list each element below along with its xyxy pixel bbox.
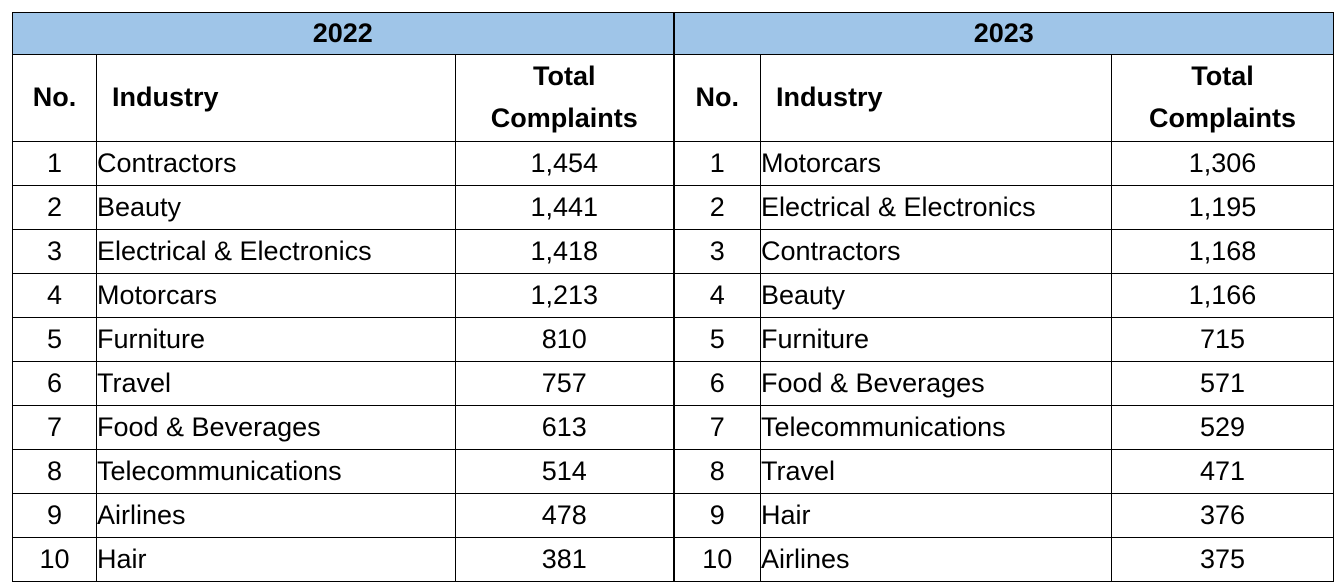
table-row: 2 Beauty 1,441 2 Electrical & Electronics 1,1… xyxy=(12,185,1334,230)
cell-industry-2023: Travel xyxy=(760,449,1112,494)
column-header-total-line1: Total xyxy=(533,61,596,92)
cell-total-2023: 571 xyxy=(1111,361,1334,406)
cell-rank-2022: 2 xyxy=(12,185,97,230)
cell-total-2023: 375 xyxy=(1111,537,1334,582)
cell-rank-2023: 3 xyxy=(672,229,761,274)
table-row: 9 Airlines 478 9 Hair 376 xyxy=(12,493,1334,538)
cell-industry-2023: Contractors xyxy=(760,229,1112,274)
cell-total-2023: 1,168 xyxy=(1111,229,1334,274)
column-header-row: No. Industry Total Complaints No. Indust… xyxy=(12,54,1334,142)
cell-rank-2022: 3 xyxy=(12,229,97,274)
cell-industry-2022: Food & Beverages xyxy=(96,405,456,450)
cell-rank-2023: 5 xyxy=(672,317,761,362)
cell-industry-2022: Furniture xyxy=(96,317,456,362)
cell-total-2022: 1,441 xyxy=(455,185,674,230)
table-row: 8 Telecommunications 514 8 Travel 471 xyxy=(12,449,1334,494)
cell-industry-2023: Hair xyxy=(760,493,1112,538)
cell-total-2023: 715 xyxy=(1111,317,1334,362)
cell-industry-2023: Food & Beverages xyxy=(760,361,1112,406)
cell-industry-2022: Motorcars xyxy=(96,273,456,318)
cell-total-2022: 1,418 xyxy=(455,229,674,274)
cell-industry-2022: Contractors xyxy=(96,141,456,186)
cell-industry-2022: Beauty xyxy=(96,185,456,230)
cell-rank-2022: 9 xyxy=(12,493,97,538)
table-body: 1 Contractors 1,454 1 Motorcars 1,306 2 Beauty 1… xyxy=(12,141,1334,582)
cell-rank-2022: 7 xyxy=(12,405,97,450)
column-header-total-line1: Total xyxy=(1191,61,1254,92)
cell-total-2022: 1,454 xyxy=(455,141,674,186)
table-row: 3 Electrical & Electronics 1,418 3 Contracto… xyxy=(12,229,1334,274)
cell-rank-2023: 2 xyxy=(672,185,761,230)
cell-industry-2023: Airlines xyxy=(760,537,1112,582)
cell-total-2022: 381 xyxy=(455,537,674,582)
cell-total-2022: 810 xyxy=(455,317,674,362)
table-row: 6 Travel 757 6 Food & Beverages 571 xyxy=(12,361,1334,406)
cell-rank-2022: 4 xyxy=(12,273,97,318)
cell-industry-2022: Hair xyxy=(96,537,456,582)
year-header-2022: 2022 xyxy=(12,12,674,55)
cell-total-2023: 376 xyxy=(1111,493,1334,538)
column-header-total-complaints: Total Complaints xyxy=(1111,54,1334,142)
year-header-row: 2022 2023 xyxy=(12,12,1334,55)
cell-total-2023: 529 xyxy=(1111,405,1334,450)
cell-rank-2022: 8 xyxy=(12,449,97,494)
cell-rank-2023: 8 xyxy=(672,449,761,494)
cell-industry-2023: Telecommunications xyxy=(760,405,1112,450)
cell-industry-2023: Motorcars xyxy=(760,141,1112,186)
column-header-no: No. xyxy=(12,54,97,142)
cell-industry-2022: Electrical & Electronics xyxy=(96,229,456,274)
cell-total-2022: 613 xyxy=(455,405,674,450)
cell-total-2023: 1,306 xyxy=(1111,141,1334,186)
cell-industry-2022: Telecommunications xyxy=(96,449,456,494)
year-header-2023: 2023 xyxy=(672,12,1334,55)
table-row: 1 Contractors 1,454 1 Motorcars 1,306 xyxy=(12,141,1334,186)
cell-industry-2023: Furniture xyxy=(760,317,1112,362)
cell-rank-2022: 6 xyxy=(12,361,97,406)
column-header-total-complaints: Total Complaints xyxy=(455,54,674,142)
cell-industry-2022: Airlines xyxy=(96,493,456,538)
cell-total-2023: 1,166 xyxy=(1111,273,1334,318)
cell-rank-2023: 10 xyxy=(672,537,761,582)
column-header-industry: Industry xyxy=(760,54,1112,142)
cell-total-2023: 1,195 xyxy=(1111,185,1334,230)
table-row: 10 Hair 381 10 Airlines 375 xyxy=(12,537,1334,582)
column-header-total-line2: Complaints xyxy=(1148,103,1296,133)
cell-total-2023: 471 xyxy=(1111,449,1334,494)
cell-industry-2022: Travel xyxy=(96,361,456,406)
column-header-no: No. xyxy=(672,54,761,142)
column-header-industry: Industry xyxy=(96,54,456,142)
cell-industry-2023: Electrical & Electronics xyxy=(760,185,1112,230)
cell-rank-2022: 1 xyxy=(12,141,97,186)
cell-total-2022: 478 xyxy=(455,493,674,538)
complaints-table-container: 2022 2023 No. Industry Total Complaints … xyxy=(12,12,1334,582)
column-header-total-line2: Complaints xyxy=(490,103,638,133)
cell-rank-2023: 6 xyxy=(672,361,761,406)
cell-total-2022: 757 xyxy=(455,361,674,406)
table-row: 5 Furniture 810 5 Furniture 715 xyxy=(12,317,1334,362)
table-row: 7 Food & Beverages 613 7 Telecommunications 5… xyxy=(12,405,1334,450)
cell-rank-2022: 5 xyxy=(12,317,97,362)
table-row: 4 Motorcars 1,213 4 Beauty 1,166 xyxy=(12,273,1334,318)
cell-industry-2023: Beauty xyxy=(760,273,1112,318)
complaints-table: 2022 2023 No. Industry Total Complaints … xyxy=(12,12,1334,582)
cell-rank-2022: 10 xyxy=(12,537,97,582)
cell-total-2022: 514 xyxy=(455,449,674,494)
cell-rank-2023: 4 xyxy=(672,273,761,318)
cell-rank-2023: 9 xyxy=(672,493,761,538)
cell-rank-2023: 7 xyxy=(672,405,761,450)
cell-total-2022: 1,213 xyxy=(455,273,674,318)
cell-rank-2023: 1 xyxy=(672,141,761,186)
